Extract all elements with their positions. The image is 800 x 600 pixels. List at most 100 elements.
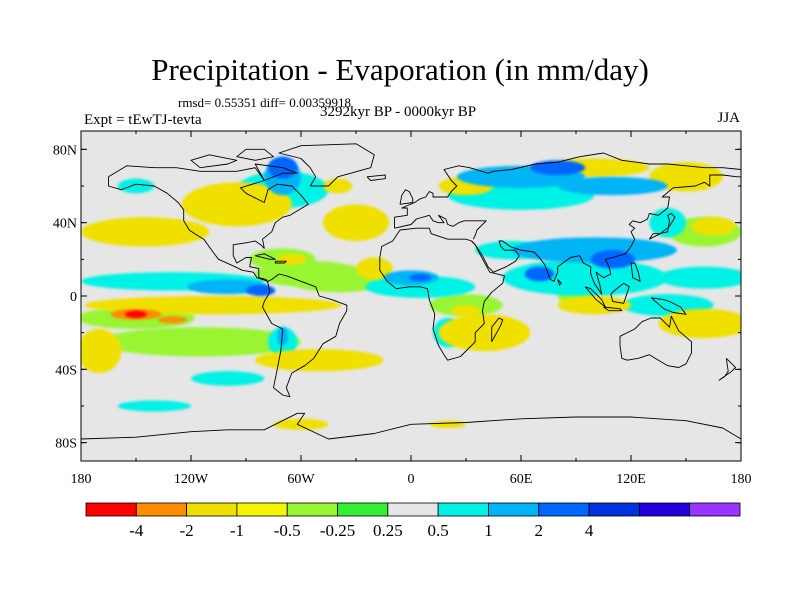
colorbar-box — [387, 502, 439, 517]
lon-tick-label: 60W — [287, 472, 315, 487]
colorbar-box — [85, 502, 137, 517]
field-region-dry-moderate — [273, 418, 329, 430]
colorbar-label: 0.25 — [373, 521, 403, 540]
lat-tick-label: 0 — [70, 290, 77, 305]
coastline-0 — [108, 165, 348, 398]
coastline-19 — [236, 148, 274, 161]
field-region-dry-moderate — [429, 420, 466, 429]
coastline-11 — [603, 306, 623, 312]
field-region-dry-moderate — [658, 308, 741, 339]
field-region-wet-strong — [524, 266, 554, 282]
coastline-23 — [557, 279, 562, 286]
coastline-16 — [366, 174, 386, 181]
coastline-4 — [471, 174, 741, 295]
lon-tick-label: 180 — [71, 472, 92, 487]
field-region-dry-moderate — [451, 305, 481, 317]
colorbar-label: -4 — [129, 521, 144, 540]
field-region-dry-moderate — [255, 349, 384, 372]
colorbar: -4 -2 -1 -0.5 -0.25 0.25 0.5 1 2 4 — [85, 502, 741, 540]
field-region-wet-light — [649, 208, 687, 238]
field-region-dry-moderate — [81, 217, 210, 247]
field-region-dry-strong — [158, 316, 188, 324]
coastline-8 — [399, 189, 414, 205]
field-region-dry-moderate — [181, 182, 292, 227]
lat-tick-label: 40N — [53, 217, 77, 232]
coastline-20 — [255, 253, 276, 260]
coastline-3 — [394, 214, 487, 240]
field-region-wet-strong — [409, 274, 432, 282]
colorbar-box — [638, 502, 691, 517]
field-region-dry-moderate — [649, 162, 723, 192]
colorbar-box — [337, 502, 389, 517]
field-region-dry-moderate — [438, 314, 531, 351]
stats-line: rmsd= 0.55351 diff= 0.00359918 — [178, 95, 351, 110]
field-region-wet-moderate — [511, 237, 677, 263]
lon-tick-label: 120E — [616, 472, 646, 487]
lon-tick-label: 0 — [408, 472, 415, 487]
field-region-dry-moderate — [691, 217, 736, 236]
colorbar-box — [135, 502, 188, 517]
field-contours — [81, 156, 741, 430]
colorbar-label: -0.5 — [274, 521, 301, 540]
coastline-13 — [650, 297, 687, 315]
lat-tick-label: 80S — [55, 437, 77, 452]
field-region-dry-extreme — [125, 310, 147, 319]
colorbar-label: -0.25 — [320, 521, 355, 540]
coastline-15 — [718, 357, 736, 381]
field-region-wet-strong — [245, 285, 276, 296]
colorbar-box — [437, 502, 489, 517]
colorbar-box — [236, 502, 288, 517]
field-region-dry-moderate — [323, 178, 353, 194]
coastline-21 — [274, 260, 287, 264]
axis-ticks: 80N 40N 0 40S 80S 180 120W 60W 0 60E 120E 180 — [53, 131, 752, 487]
field-region-wet-light — [117, 178, 155, 194]
coastlines — [81, 143, 741, 440]
field-region-wet-light — [191, 371, 265, 386]
coastline-10 — [584, 286, 606, 308]
experiment-label: Expt = tEwTJ-tevta — [84, 112, 202, 128]
colorbar-box — [488, 502, 540, 517]
lon-tick-label: 180 — [731, 472, 752, 487]
field-region-dry-moderate — [356, 257, 393, 280]
coastline-7 — [278, 143, 375, 187]
period-label: 3292kyr BP - 0000kyr BP — [320, 104, 477, 120]
field-region-dry-moderate — [277, 253, 307, 265]
coastline-1 — [379, 227, 505, 361]
coastline-5 — [619, 315, 692, 368]
field-region-dry-moderate — [323, 204, 389, 242]
field-region-wet-light — [658, 266, 741, 289]
field-region-wet-moderate — [277, 327, 289, 346]
field-region-dry-moderate — [81, 329, 122, 373]
coastline-18 — [190, 154, 238, 169]
field-region-wet-moderate — [557, 176, 668, 196]
field-region-dry-moderate — [557, 296, 631, 315]
colorbar-box — [538, 502, 590, 517]
coastline-12 — [610, 282, 630, 304]
colorbar-box — [186, 502, 238, 517]
colorbar-box — [588, 502, 640, 517]
coastline-6 — [81, 412, 741, 440]
colorbar-label: 1 — [484, 521, 493, 540]
lon-tick-label: 120W — [174, 472, 209, 487]
lat-tick-label: 80N — [53, 143, 77, 158]
field-region-dry-light — [99, 327, 301, 357]
coastline-9 — [648, 213, 676, 240]
colorbar-label: -1 — [230, 521, 244, 540]
plot-title: Precipitation - Evaporation (in mm/day) — [151, 52, 649, 87]
colorbar-box — [286, 502, 338, 517]
colorbar-label: 4 — [585, 521, 594, 540]
colorbar-box — [689, 502, 741, 517]
field-region-wet-light — [117, 400, 191, 412]
coastline-22 — [630, 262, 641, 282]
coastline-2 — [394, 152, 741, 229]
coastline-14 — [491, 317, 504, 343]
coastline-17 — [254, 163, 298, 181]
field-region-wet-strong — [590, 250, 635, 269]
lon-tick-label: 60E — [510, 472, 533, 487]
season-label: JJA — [717, 110, 740, 126]
colorbar-label: -2 — [180, 521, 194, 540]
lat-tick-label: 40S — [55, 363, 77, 378]
colorbar-label: 0.5 — [428, 521, 449, 540]
field-region-wet-strong — [530, 160, 586, 176]
